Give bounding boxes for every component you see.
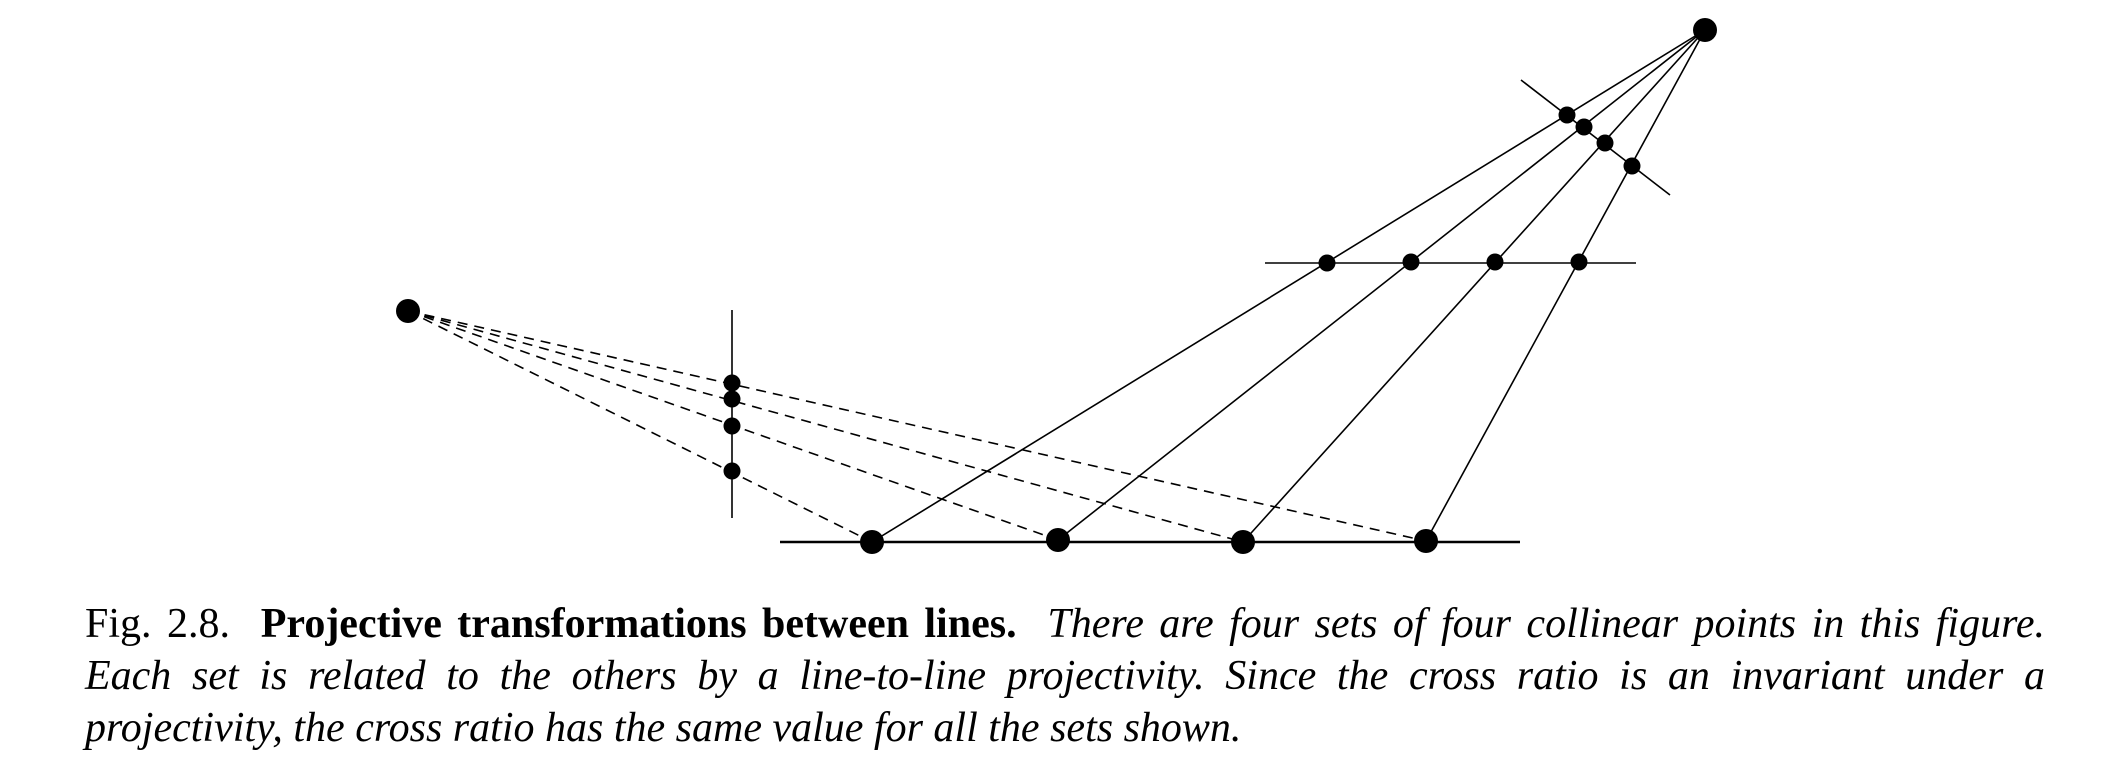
diagonal-line xyxy=(1520,79,1671,196)
points-vertical xyxy=(723,374,741,480)
points-bottom xyxy=(860,528,1438,554)
point xyxy=(1558,106,1576,124)
figure-number: Fig. 2.8. xyxy=(85,601,230,647)
dashed-ray-1 xyxy=(407,310,873,543)
point xyxy=(860,530,884,554)
point xyxy=(1596,134,1614,152)
ray-4 xyxy=(1425,29,1706,542)
point xyxy=(1623,157,1641,175)
figure-caption-text: There are four sets of four collinear po… xyxy=(85,601,2046,751)
transversals xyxy=(731,79,1671,544)
point xyxy=(1318,254,1336,272)
ray-2 xyxy=(1057,29,1706,541)
projective-lines-diagram xyxy=(396,18,1717,554)
figure-caption: Fig. 2.8. Projective transformations bet… xyxy=(85,598,2045,754)
dashed-ray-4 xyxy=(407,310,1427,542)
point xyxy=(1486,253,1504,271)
points-horizontal xyxy=(1318,253,1588,272)
point xyxy=(1046,528,1070,552)
center-left xyxy=(396,299,420,323)
point xyxy=(1402,253,1420,271)
projection-centers xyxy=(396,18,1717,323)
points-diagonal xyxy=(1558,106,1641,175)
point xyxy=(723,390,741,408)
center-top-right xyxy=(1693,18,1717,42)
dashed-ray-3 xyxy=(407,310,1244,543)
point xyxy=(723,462,741,480)
point xyxy=(1575,118,1593,136)
point xyxy=(723,374,741,392)
point xyxy=(1570,253,1588,271)
ray-1 xyxy=(871,29,1706,543)
solid-rays xyxy=(871,29,1706,543)
figure-title: Projective transformations between lines… xyxy=(260,601,1017,647)
ray-3 xyxy=(1242,29,1706,543)
point xyxy=(723,417,741,435)
point xyxy=(1414,529,1438,553)
point xyxy=(1231,530,1255,554)
